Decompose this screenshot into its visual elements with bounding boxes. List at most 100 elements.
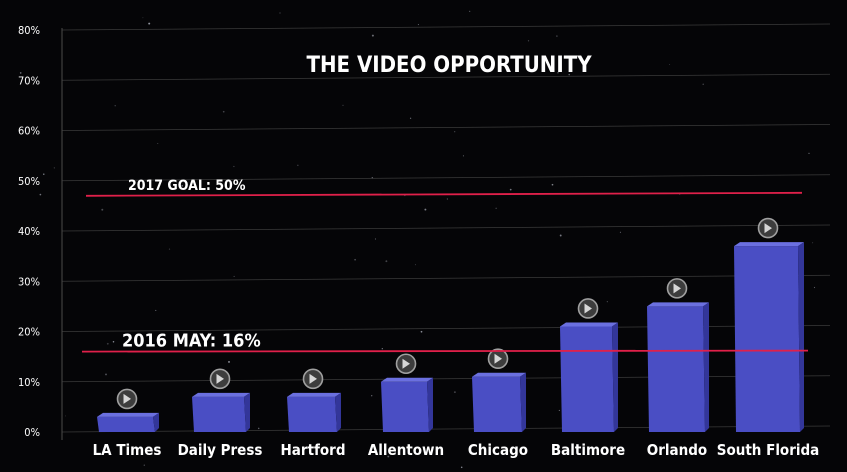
star: [702, 83, 704, 85]
star: [142, 17, 144, 19]
play-icon[interactable]: [577, 298, 599, 319]
gridline: [61, 23, 831, 31]
star: [446, 198, 448, 200]
play-icon[interactable]: [116, 388, 138, 410]
star: [606, 301, 608, 303]
star: [509, 188, 512, 191]
bar: [560, 326, 614, 432]
bar-side: [520, 372, 526, 432]
play-icon[interactable]: [302, 368, 324, 390]
gridline: [61, 73, 831, 81]
star: [385, 260, 388, 263]
star: [105, 373, 107, 376]
gridline: [61, 274, 831, 282]
star: [808, 152, 810, 155]
play-icon[interactable]: [666, 278, 688, 299]
x-tick-label: Allentown: [368, 441, 444, 459]
y-axis: 0% 10% 20% 30% 40% 50% 60% 70% 80%: [18, 24, 40, 439]
bar-side: [244, 392, 250, 432]
star: [813, 286, 816, 289]
bar-top: [647, 302, 709, 307]
bar: [192, 396, 246, 432]
bar-side: [153, 412, 159, 432]
bar-top: [734, 242, 804, 247]
x-tick-label: Baltimore: [551, 441, 625, 459]
star: [43, 173, 45, 175]
reference-line: [81, 349, 809, 353]
x-axis: LA Times Daily Press Hartford Allentown Chic…: [93, 441, 820, 459]
star: [64, 415, 66, 417]
star: [812, 242, 814, 244]
star: [387, 455, 390, 458]
x-tick-label: Hartford: [281, 441, 346, 459]
x-tick-label: LA Times: [93, 441, 162, 459]
y-tick-label: 50%: [18, 175, 40, 188]
bars: [97, 217, 804, 432]
star: [143, 464, 145, 466]
star: [381, 348, 383, 350]
x-tick-label: South Florida: [717, 441, 820, 459]
star: [157, 143, 159, 144]
grid: [61, 23, 831, 433]
star: [19, 72, 22, 74]
star-background: [19, 10, 816, 469]
star: [679, 194, 681, 195]
star: [112, 340, 115, 343]
y-tick-label: 40%: [18, 225, 40, 238]
reference-line-label: 2017 GOAL: 50%: [128, 178, 246, 194]
star: [342, 104, 344, 107]
bar-top: [287, 392, 341, 397]
star: [297, 164, 299, 166]
star: [181, 184, 184, 187]
star: [374, 238, 376, 240]
star: [354, 258, 356, 261]
star: [460, 466, 463, 469]
star: [417, 24, 419, 26]
bar-top: [560, 322, 618, 327]
bar: [97, 416, 155, 432]
star: [409, 117, 412, 119]
bar-side: [612, 322, 618, 432]
star: [469, 10, 471, 12]
bar: [734, 246, 800, 432]
star: [557, 71, 559, 74]
gridline: [61, 224, 831, 232]
star: [148, 22, 151, 25]
star: [371, 395, 373, 397]
y-tick-label: 70%: [18, 74, 40, 87]
bar-top: [97, 412, 159, 417]
play-icon[interactable]: [395, 353, 417, 375]
star: [558, 409, 560, 411]
star: [222, 110, 225, 113]
star: [53, 167, 55, 169]
star: [101, 208, 104, 211]
bar-side: [703, 302, 709, 432]
y-tick-label: 80%: [18, 24, 40, 37]
star: [453, 391, 456, 394]
gridline: [61, 124, 831, 131]
star: [454, 131, 456, 133]
bar-side: [798, 242, 804, 432]
bar-top: [192, 392, 250, 397]
star: [551, 183, 554, 186]
bar-top: [472, 372, 526, 377]
y-tick-label: 0%: [24, 426, 40, 439]
bar: [287, 396, 337, 432]
bar-side: [335, 392, 341, 432]
play-icon[interactable]: [209, 368, 231, 390]
gridline: [61, 425, 831, 433]
star: [404, 195, 406, 197]
y-tick-label: 60%: [18, 125, 40, 138]
y-tick-label: 30%: [18, 275, 40, 288]
play-icon[interactable]: [487, 348, 509, 370]
y-tick-label: 20%: [18, 326, 40, 339]
gridline: [61, 375, 831, 383]
star: [228, 360, 230, 363]
x-tick-label: Chicago: [468, 441, 528, 459]
star: [556, 35, 558, 37]
star: [619, 231, 621, 233]
star: [527, 40, 530, 42]
bar: [472, 376, 522, 432]
play-icon[interactable]: [757, 217, 779, 239]
star: [155, 309, 157, 311]
